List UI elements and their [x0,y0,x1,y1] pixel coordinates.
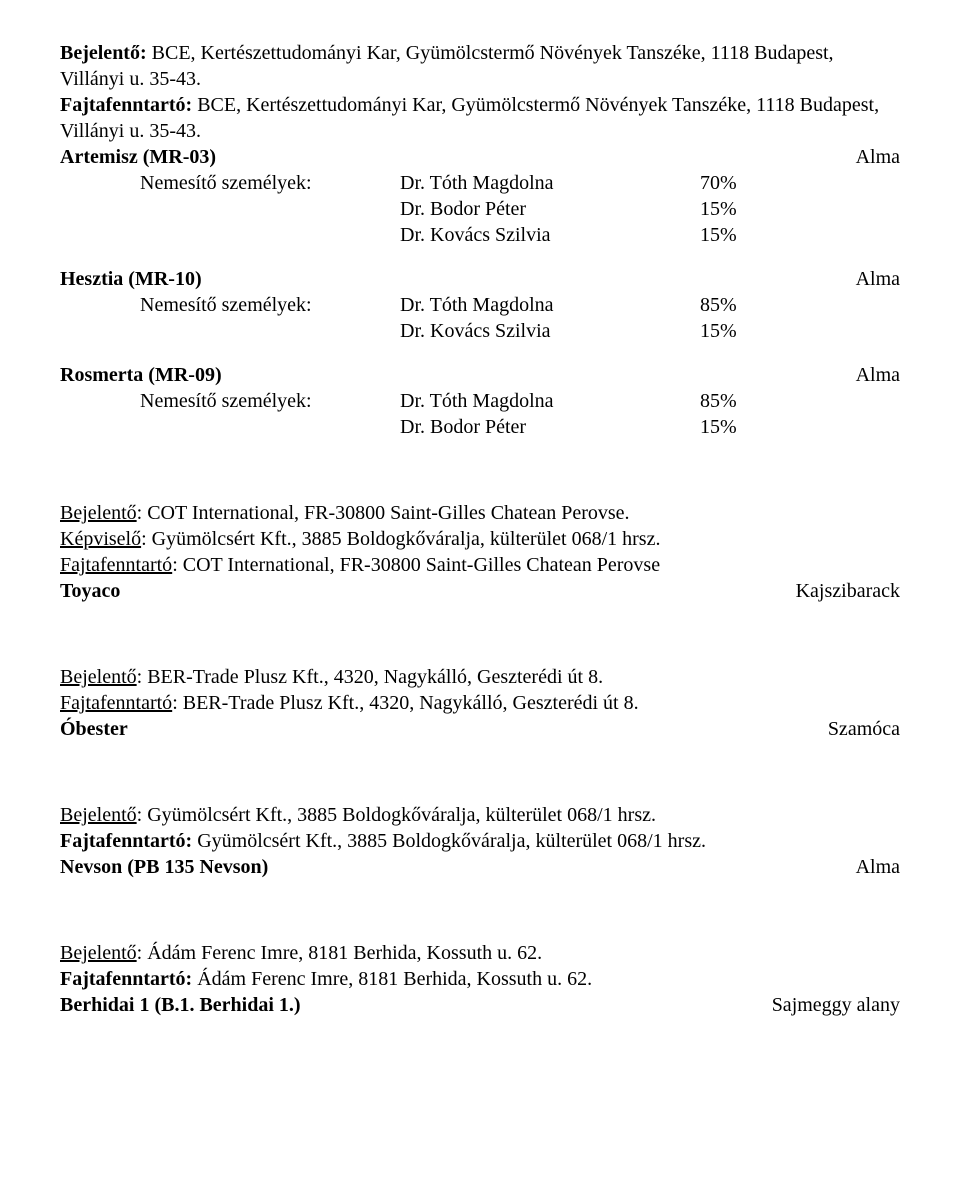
variety-crop: Alma [856,266,900,292]
breeder-row: Nemesítő személyek: Dr. Tóth Magdolna 85… [60,388,900,414]
variety-name: Toyaco [60,578,120,604]
declarant-label: Bejelentő [60,42,140,64]
declarant-line: Bejelentő: BCE, Kertészettudományi Kar, … [60,40,900,92]
variety-crop: Szamóca [828,716,900,742]
breeder-name: Dr. Tóth Magdolna [400,292,700,318]
maintainer-line: Fajtafenntartó: COT International, FR-30… [60,552,900,578]
variety-row: Hesztia (MR-10) Alma [60,266,900,292]
entry: Bejelentő: Ádám Ferenc Imre, 8181 Berhid… [60,940,900,1018]
variety-name: Berhidai 1 (B.1. Berhidai 1.) [60,992,301,1018]
variety-name: Óbester [60,716,128,742]
representative-label: Képviselő [60,528,141,550]
breeder-pct: 15% [700,196,780,222]
maintainer-label: Fajtafenntartó [60,554,172,576]
breeder-row: Dr. Bodor Péter 15% [60,196,900,222]
breeder-pct: 85% [700,388,780,414]
breeder-pct: 70% [700,170,780,196]
breeder-name: Dr. Kovács Szilvia [400,222,700,248]
breeder-pct: 15% [700,318,780,344]
declarant-text: Ádám Ferenc Imre, 8181 Berhida, Kossuth … [147,942,542,964]
entry: Bejelentő: BER-Trade Plusz Kft., 4320, N… [60,664,900,742]
declarant-text: BCE, Kertészettudományi Kar, Gyümölcster… [60,42,834,90]
declarant-text: COT International, FR-30800 Saint-Gilles… [147,502,629,524]
variety-name: Rosmerta (MR-09) [60,362,222,388]
breeders-label: Nemesítő személyek: [140,388,400,414]
breeder-row: Dr. Kovács Szilvia 15% [60,318,900,344]
breeder-name: Dr. Kovács Szilvia [400,318,700,344]
maintainer-text: Ádám Ferenc Imre, 8181 Berhida, Kossuth … [197,968,592,990]
variety-crop: Alma [856,144,900,170]
breeders-label: Nemesítő személyek: [140,170,400,196]
maintainer-label: Fajtafenntartó [60,692,172,714]
representative-line: Képviselő: Gyümölcsért Kft., 3885 Boldog… [60,526,900,552]
variety-row: Óbester Szamóca [60,716,900,742]
variety-name: Artemisz (MR-03) [60,144,216,170]
breeder-pct: 15% [700,414,780,440]
declarant-line: Bejelentő: BER-Trade Plusz Kft., 4320, N… [60,664,900,690]
breeder-row: Nemesítő személyek: Dr. Tóth Magdolna 70… [60,170,900,196]
maintainer-text: BER-Trade Plusz Kft., 4320, Nagykálló, G… [183,692,639,714]
breeder-pct: 15% [700,222,780,248]
declarant-text: BER-Trade Plusz Kft., 4320, Nagykálló, G… [147,666,603,688]
breeders-label: Nemesítő személyek: [140,292,400,318]
declarant-line: Bejelentő: Ádám Ferenc Imre, 8181 Berhid… [60,940,900,966]
maintainer-line: Fajtafenntartó: BCE, Kertészettudományi … [60,92,900,144]
variety-name: Hesztia (MR-10) [60,266,202,292]
declarant-label: Bejelentő [60,502,137,524]
breeder-name: Dr. Tóth Magdolna [400,170,700,196]
breeder-name: Dr. Bodor Péter [400,414,700,440]
declarant-label: Bejelentő [60,942,137,964]
variety-crop: Kajszibarack [796,578,900,604]
declarant-line: Bejelentő: Gyümölcsért Kft., 3885 Boldog… [60,802,900,828]
variety-row: Berhidai 1 (B.1. Berhidai 1.) Sajmeggy a… [60,992,900,1018]
entry: Bejelentő: COT International, FR-30800 S… [60,500,900,604]
variety-row: Artemisz (MR-03) Alma [60,144,900,170]
variety-row: Rosmerta (MR-09) Alma [60,362,900,388]
maintainer-label: Fajtafenntartó: [60,94,192,116]
maintainer-text: COT International, FR-30800 Saint-Gilles… [183,554,660,576]
variety-crop: Alma [856,362,900,388]
declarant-line: Bejelentő: COT International, FR-30800 S… [60,500,900,526]
variety-row: Toyaco Kajszibarack [60,578,900,604]
breeder-pct: 85% [700,292,780,318]
breeder-row: Dr. Bodor Péter 15% [60,414,900,440]
maintainer-line: Fajtafenntartó: BER-Trade Plusz Kft., 43… [60,690,900,716]
breeder-name: Dr. Tóth Magdolna [400,388,700,414]
maintainer-label: Fajtafenntartó: [60,830,192,852]
declarant-label: Bejelentő [60,666,137,688]
declarant-label: Bejelentő [60,804,137,826]
maintainer-label: Fajtafenntartó: [60,968,192,990]
entry: Bejelentő: Gyümölcsért Kft., 3885 Boldog… [60,802,900,880]
variety-row: Nevson (PB 135 Nevson) Alma [60,854,900,880]
breeder-name: Dr. Bodor Péter [400,196,700,222]
breeder-row: Dr. Kovács Szilvia 15% [60,222,900,248]
maintainer-text: Gyümölcsért Kft., 3885 Boldogkőváralja, … [197,830,706,852]
variety-name: Nevson (PB 135 Nevson) [60,854,268,880]
entry: Bejelentő: BCE, Kertészettudományi Kar, … [60,40,900,440]
variety-crop: Sajmeggy alany [772,992,900,1018]
maintainer-line: Fajtafenntartó: Gyümölcsért Kft., 3885 B… [60,828,900,854]
maintainer-line: Fajtafenntartó: Ádám Ferenc Imre, 8181 B… [60,966,900,992]
variety-crop: Alma [856,854,900,880]
breeder-row: Nemesítő személyek: Dr. Tóth Magdolna 85… [60,292,900,318]
representative-text: Gyümölcsért Kft., 3885 Boldogkőváralja, … [152,528,661,550]
declarant-text: Gyümölcsért Kft., 3885 Boldogkőváralja, … [147,804,656,826]
